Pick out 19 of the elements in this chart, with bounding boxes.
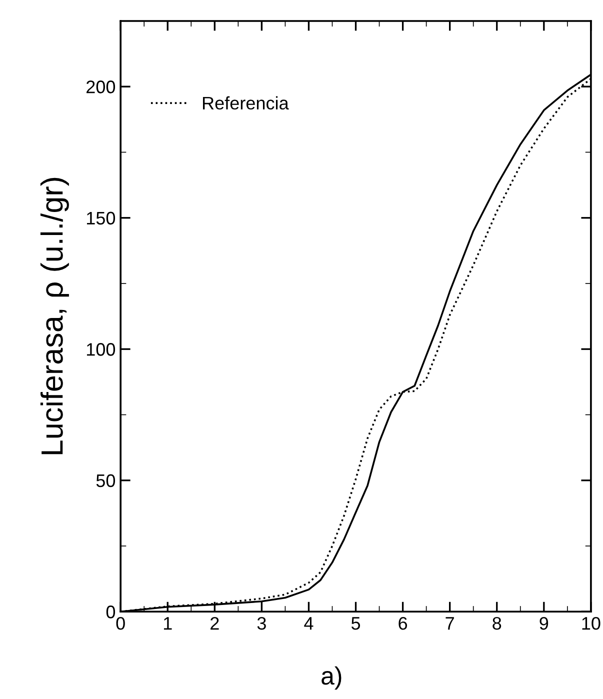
x-tick-label: 9 (540, 616, 548, 630)
x-tick-label: 0 (116, 616, 125, 630)
x-tick-label: 1 (164, 617, 172, 630)
x-tick-label: 10 (582, 616, 600, 630)
x-tick-label: 8 (492, 616, 502, 630)
x-tick-label: 4 (304, 617, 314, 630)
x-tick-label: 6 (398, 616, 408, 630)
legend-label: Referencia (202, 96, 289, 110)
x-tick-label: 3 (257, 616, 266, 630)
y-axis-title: Luciferasa, ρ (u.l./gr) (40, 178, 69, 454)
y-tick-label: 200 (86, 80, 116, 94)
y-tick-label: 50 (96, 474, 116, 488)
x-tick-label: 7 (446, 617, 454, 630)
text: a) (322, 666, 342, 690)
x-tick-label: 5 (351, 617, 360, 630)
y-tick-label: 150 (86, 212, 116, 225)
y-tick-label: 0 (106, 606, 116, 618)
y-tick-label: 100 (86, 343, 116, 356)
x-tick-label: 2 (210, 616, 219, 630)
